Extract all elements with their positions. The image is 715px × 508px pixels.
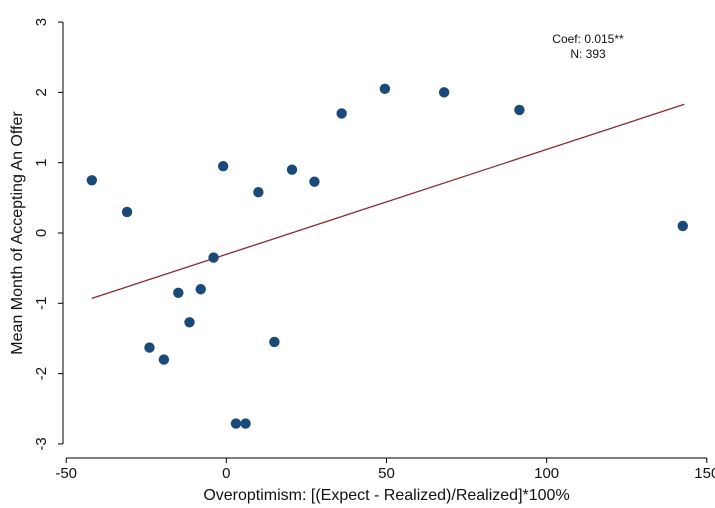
x-ticks: -50 0 50 100 150 (55, 458, 715, 482)
x-tick-label: 150 (694, 465, 715, 482)
scatter-point (379, 83, 391, 95)
y-tick-label: 1 (33, 159, 50, 167)
y-tick-label: 2 (33, 88, 50, 96)
scatter-point (677, 220, 688, 232)
scatter-point (438, 87, 450, 98)
scatter-point (208, 252, 219, 263)
fitted-line (91, 103, 685, 300)
scatter-point (269, 336, 280, 348)
scatter-point (121, 206, 133, 218)
scatter-point (173, 287, 184, 298)
scatter-point (86, 175, 98, 186)
scatter-point (184, 317, 195, 328)
fit-lines (91, 103, 685, 300)
sample-size-annotation: N: 393 (570, 47, 606, 61)
y-tick-label: 3 (33, 18, 50, 26)
y-tick-label: -1 (33, 297, 50, 310)
scatter-point (195, 284, 206, 295)
x-axis-title: Overoptimism: [(Expect - Realized)/Reali… (203, 487, 569, 504)
x-tick-label: -50 (55, 465, 77, 482)
y-tick-label: -2 (33, 367, 50, 380)
scatter-point (336, 108, 347, 119)
scatter-point (240, 418, 251, 429)
y-tick-label: 0 (33, 229, 50, 237)
scatter-point (253, 187, 264, 198)
y-tick-label: -3 (33, 437, 50, 450)
scatter-point (230, 418, 242, 429)
scatter-point (286, 164, 298, 175)
scatter-point (309, 176, 320, 187)
y-axis-title: Mean Month of Accepting An Offer (9, 111, 26, 355)
data-points (86, 83, 688, 429)
x-tick-label: 50 (378, 465, 395, 482)
x-tick-label: 0 (222, 465, 230, 482)
scatter-point (514, 104, 525, 116)
scatter-point (144, 342, 155, 353)
scatter-point (158, 354, 170, 365)
scatter-point (217, 161, 229, 172)
coefficient-annotation: Coef: 0.015** (552, 32, 624, 46)
x-tick-label: 100 (534, 465, 559, 482)
y-ticks: 3 2 1 0 -1 -2 -3 (33, 18, 63, 451)
